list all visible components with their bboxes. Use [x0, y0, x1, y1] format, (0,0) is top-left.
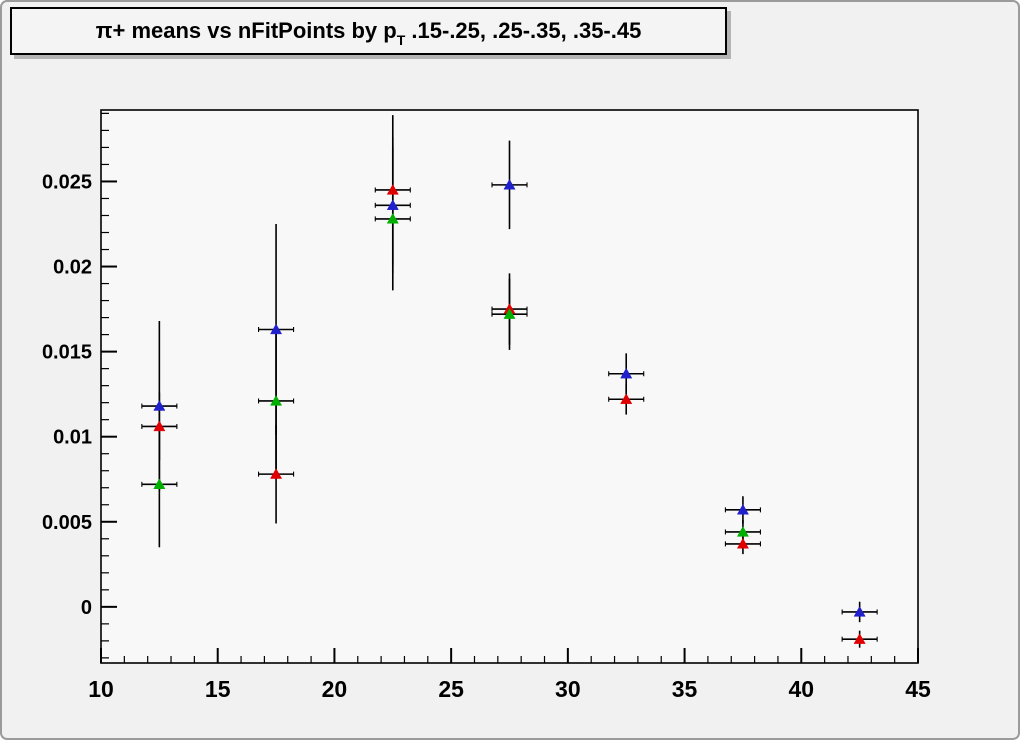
- x-tick-label: 45: [905, 676, 931, 702]
- x-tick-label: 30: [555, 676, 581, 702]
- x-tick-label: 40: [788, 676, 814, 702]
- x-tick-label: 10: [88, 676, 114, 702]
- series-red-marker: [620, 393, 633, 404]
- series-red-marker: [736, 537, 749, 549]
- x-tick-label: 25: [438, 676, 464, 702]
- series-blue-marker: [736, 503, 749, 515]
- x-tick-label: 15: [205, 676, 231, 702]
- series-blue-marker: [270, 323, 283, 335]
- title-subscript: T: [396, 32, 406, 48]
- series-red-marker: [386, 184, 399, 195]
- series-blue-marker: [503, 178, 516, 190]
- series-blue-marker: [153, 400, 166, 411]
- title-text-main: π+ means vs nFitPoints by p: [95, 18, 397, 43]
- series-blue-marker: [386, 199, 399, 210]
- series-red-marker: [853, 633, 866, 644]
- series-red-marker: [270, 468, 283, 479]
- series-blue-marker: [853, 606, 866, 617]
- y-tick-label: 0: [81, 597, 92, 619]
- y-tick-label: 0.01: [53, 427, 92, 449]
- y-tick-label: 0.025: [42, 171, 92, 193]
- x-tick-label: 35: [672, 676, 698, 702]
- plot-title: π+ means vs nFitPoints by pT .15-.25, .2…: [95, 18, 642, 48]
- series-red-marker: [153, 420, 166, 432]
- y-tick-label: 0.005: [42, 512, 92, 534]
- series-green-marker: [153, 478, 166, 489]
- y-tick-label: 0.015: [42, 342, 92, 364]
- x-tick-label: 20: [322, 676, 348, 702]
- series-green-marker: [503, 308, 516, 319]
- series-green-marker: [736, 526, 749, 537]
- title-text-ranges: .15-.25, .25-.35, .35-.45: [405, 18, 642, 43]
- series-green-marker: [386, 212, 399, 224]
- title-box: π+ means vs nFitPoints by pT .15-.25, .2…: [10, 7, 727, 55]
- series-green-marker: [270, 395, 283, 406]
- y-tick-label: 0.02: [53, 257, 92, 279]
- series-blue-marker: [620, 367, 633, 379]
